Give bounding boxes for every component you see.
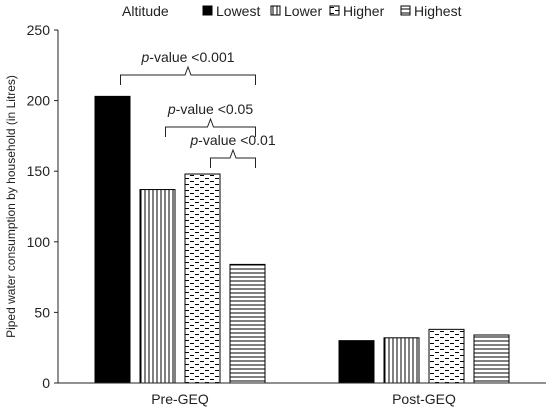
y-tick-label: 250 [27, 22, 51, 38]
y-tick-label: 200 [27, 93, 51, 109]
bar-lowest-pre-geq [94, 95, 131, 384]
y-tick-label: 100 [27, 234, 51, 250]
bar-higher-pre-geq [184, 173, 221, 384]
y-tick-label: 150 [27, 163, 51, 179]
y-tick-label: 0 [42, 375, 50, 391]
legend-label-highest: Highest [414, 3, 462, 19]
bar-highest-pre-geq [229, 263, 266, 384]
p-symbol: p [140, 49, 149, 65]
p-value-text: -value <0.001 [149, 49, 234, 65]
bar-higher-post-geq [428, 328, 465, 384]
legend-title: Altitude [122, 3, 169, 19]
legend-swatch-lowest [202, 5, 213, 16]
legend-swatch-lower [270, 5, 281, 16]
p-value-text: -value <0.05 [176, 101, 254, 117]
p-symbol: p [167, 101, 176, 117]
x-tick-label: Post-GEQ [392, 391, 456, 407]
significance-bracket [120, 65, 256, 85]
p-value-text: -value <0.01 [198, 132, 276, 148]
legend-label-higher: Higher [343, 3, 385, 19]
legend-swatch-higher [329, 5, 340, 16]
significance-label: p-value <0.01 [189, 132, 275, 148]
bar-lower-post-geq [383, 337, 420, 384]
x-tick-label: Pre-GEQ [151, 391, 209, 407]
significance-bracket [210, 148, 256, 168]
y-tick-label: 50 [34, 304, 50, 320]
bar-highest-post-geq [473, 334, 510, 384]
significance-label: p-value <0.05 [167, 101, 253, 117]
p-symbol: p [189, 132, 198, 148]
bar-lowest-post-geq [338, 340, 375, 384]
legend-label-lowest: Lowest [216, 3, 260, 19]
bar-lower-pre-geq [139, 189, 176, 384]
legend-label-lower: Lower [284, 3, 322, 19]
legend-swatch-highest [400, 5, 411, 16]
y-axis-label: Piped water consumption by household (in… [4, 75, 18, 338]
significance-label: p-value <0.001 [140, 49, 234, 65]
significance-bracket [165, 117, 256, 137]
